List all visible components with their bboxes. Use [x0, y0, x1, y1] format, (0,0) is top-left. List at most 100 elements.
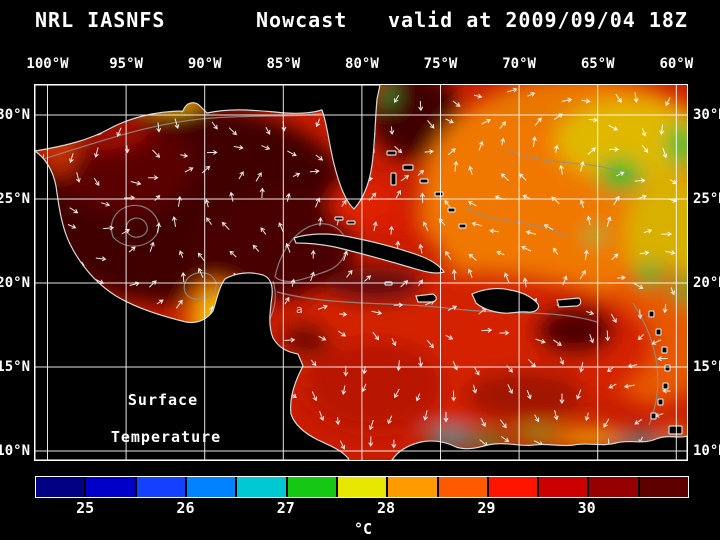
current-vector-arrow [633, 92, 639, 103]
current-vector-arrow [152, 149, 161, 158]
current-vector-arrow [583, 249, 589, 261]
current-vector-arrow [553, 409, 559, 421]
overlay-label-surface: Surface [127, 391, 199, 409]
current-vector-arrow [184, 167, 194, 173]
current-vector-arrow [156, 299, 164, 305]
cuba-island [293, 233, 445, 274]
colorbar-tick-label: 30 [577, 499, 596, 517]
colorbar-tick-label: 29 [477, 499, 496, 517]
current-vector-arrow [659, 124, 665, 136]
current-vector-arrow [95, 256, 107, 262]
current-vector-arrow [453, 160, 459, 172]
current-vector-arrow [480, 417, 486, 428]
south-america-land [391, 435, 687, 460]
current-vector-arrow [445, 118, 454, 124]
current-vector-arrow [641, 144, 649, 153]
current-vector-arrow [255, 172, 262, 182]
puerto-rico-island [556, 297, 582, 308]
current-vector-arrow [310, 271, 315, 282]
jamaica-island [415, 293, 437, 303]
current-vector-arrow [396, 360, 402, 372]
current-vector-arrow [427, 120, 435, 129]
current-vector-arrow [221, 221, 230, 231]
current-vector-arrow [278, 222, 284, 233]
current-vector-arrow [317, 304, 328, 310]
current-vector-arrow [69, 207, 79, 214]
current-vector-arrow [447, 305, 458, 311]
current-vector-arrow [451, 269, 457, 281]
sst-field [35, 85, 687, 447]
current-vector-arrow [197, 267, 204, 278]
current-vector-arrow [664, 250, 676, 255]
current-vector-arrow [311, 391, 318, 402]
current-vector-arrow [175, 299, 183, 309]
current-vector-arrow [553, 144, 559, 154]
current-vector-arrow [481, 327, 493, 333]
colorbar-cell [86, 477, 137, 497]
current-vector-arrow [657, 356, 668, 362]
current-vector-arrow [154, 194, 161, 202]
product-title: Nowcast [256, 8, 348, 32]
current-vector-arrow [527, 92, 536, 97]
current-vector-arrow [100, 201, 111, 207]
current-vector-arrow [424, 149, 434, 155]
land-masses [35, 85, 687, 460]
current-vector-arrow [670, 287, 675, 296]
current-vector-arrow [651, 339, 662, 345]
valid-time-label: valid at 2009/09/04 18Z [388, 8, 688, 32]
lon-tick-label: 70°W [502, 56, 536, 72]
current-vector-arrow [589, 334, 595, 344]
lat-tick-label-right: 30°N [693, 107, 720, 123]
current-vector-arrow [643, 228, 653, 234]
current-vector-arrow [75, 172, 81, 183]
colorbar-tick-label: 27 [276, 499, 295, 517]
current-vector-arrow [419, 192, 425, 203]
current-vector-arrow [319, 410, 325, 422]
current-vector-arrow [341, 385, 347, 396]
current-vector-arrow [149, 241, 155, 253]
colorbar-cell [438, 477, 489, 497]
temperature-colorbar [35, 476, 689, 498]
current-vector-arrow [522, 194, 531, 200]
current-vector-arrow [478, 140, 484, 151]
current-vector-arrow [372, 221, 378, 231]
current-vector-arrow [69, 153, 74, 164]
current-vector-arrow [661, 231, 673, 237]
current-vector-arrow [394, 145, 403, 154]
current-vector-arrow [393, 302, 404, 308]
lon-tick-label: 80°W [345, 56, 379, 72]
lat-tick-label-left: 30°N [0, 107, 30, 123]
current-vector-arrow [238, 171, 244, 180]
current-vector-arrow [639, 250, 650, 256]
current-vector-arrow [608, 383, 617, 389]
current-vector-arrow [606, 366, 615, 373]
lon-tick-label: 85°W [266, 56, 301, 72]
current-vector-arrow [447, 148, 456, 156]
current-vector-arrow [261, 145, 271, 150]
current-vector-arrow [634, 418, 643, 425]
current-vector-arrow [284, 337, 296, 343]
current-vector-arrow [585, 310, 595, 316]
current-vector-arrow [67, 224, 77, 229]
colorbar-cell [539, 477, 590, 497]
current-vector-arrow [615, 93, 622, 103]
current-vector-arrow [471, 221, 483, 227]
current-vector-arrow [609, 146, 620, 152]
north-america-land [35, 85, 381, 210]
current-vector-arrow [343, 365, 349, 377]
current-vector-arrow [633, 283, 644, 289]
current-vector-arrow [616, 171, 625, 177]
current-vector-arrow [285, 242, 291, 253]
current-vector-arrow [391, 439, 397, 449]
current-vector-arrow [605, 330, 611, 342]
current-vector-arrow [468, 253, 477, 261]
current-vector-arrow [534, 117, 542, 126]
current-vector-arrow [339, 311, 348, 317]
colorbar-tick-label: 26 [176, 499, 195, 517]
current-vector-arrow [197, 252, 205, 262]
current-vector-arrow [581, 98, 591, 104]
current-vector-arrow [103, 225, 115, 231]
current-vector-arrow [611, 253, 619, 261]
current-vector-arrow [337, 330, 346, 337]
current-vector-arrow [309, 168, 320, 174]
